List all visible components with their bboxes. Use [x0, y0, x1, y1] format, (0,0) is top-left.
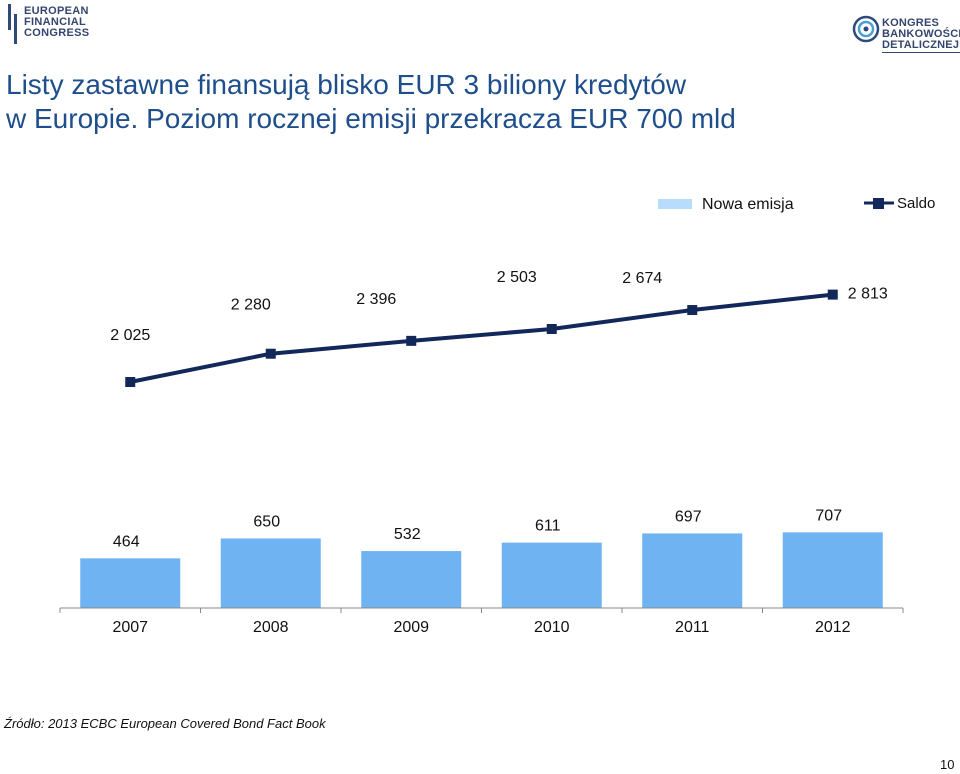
x-tick-label-2010: 2010	[534, 619, 570, 636]
saldo-point-2012	[827, 289, 838, 300]
saldo-label-2007: 2 025	[110, 327, 150, 344]
page-number: 10	[940, 757, 955, 772]
bar-label-2009: 532	[394, 526, 421, 543]
logo-right-line-3: DETALICZNEJ	[882, 40, 960, 53]
saldo-label-2008: 2 280	[231, 297, 271, 314]
kongres-bankowosci-logo: KONGRES BANKOWOŚCI DETALICZNEJ	[852, 14, 960, 58]
bar-2009	[361, 551, 462, 608]
saldo-label-2011: 2 674	[622, 270, 662, 287]
title-line-1: Listy zastawne finansują blisko EUR 3 bi…	[6, 69, 687, 100]
legend-marker-saldo	[873, 198, 884, 209]
bar-2010	[501, 542, 602, 608]
saldo-label-2009: 2 396	[356, 291, 396, 308]
saldo-point-2007	[125, 377, 136, 387]
european-financial-congress-logo: EUROPEAN FINANCIAL CONGRESS	[6, 4, 106, 54]
logo-bar-icon	[14, 14, 17, 44]
x-tick-label-2011: 2011	[675, 619, 710, 636]
saldo-label-2012: 2 813	[848, 286, 888, 303]
title-line-2: w Europie. Poziom rocznej emisji przekra…	[6, 103, 736, 134]
x-tick-label-2012: 2012	[815, 619, 851, 636]
saldo-point-2011	[687, 305, 698, 316]
saldo-point-2008	[265, 348, 276, 359]
logo-left-line-3: CONGRESS	[24, 27, 90, 39]
source-note: Źródło: 2013 ECBC European Covered Bond …	[4, 716, 326, 731]
bar-label-2011: 697	[675, 508, 702, 525]
x-tick-label-2008: 2008	[253, 619, 289, 636]
bar-2011	[642, 533, 743, 608]
bar-label-2008: 650	[253, 513, 280, 530]
logo-left-line-1: EUROPEAN	[24, 5, 89, 17]
legend-label-nowa-emisja: Nowa emisja	[702, 196, 794, 213]
bar-label-2010: 611	[535, 518, 561, 535]
legend-swatch-nowa-emisja	[658, 199, 692, 209]
chart: 464 650 532 611 697 707 2007 2008 2009 2010 2011 20…	[59, 195, 935, 636]
bar-label-2012: 707	[815, 507, 842, 524]
bar-2012	[782, 532, 883, 608]
x-tick-label-2007: 2007	[112, 619, 148, 636]
logo-left-line-2: FINANCIAL	[24, 16, 86, 28]
saldo-point-2010	[546, 323, 557, 334]
logo-right-line-1: KONGRES	[882, 17, 940, 29]
bar-label-2007: 464	[113, 533, 140, 550]
x-tick-label-2009: 2009	[393, 619, 429, 636]
page-title: Listy zastawne finansują blisko EUR 3 bi…	[6, 68, 926, 136]
logo-right-line-2: BANKOWOŚCI	[882, 28, 960, 40]
kongres-emblem-icon	[852, 15, 880, 43]
logo-bar-icon	[8, 4, 11, 30]
saldo-label-2010: 2 503	[497, 269, 537, 286]
legend-label-saldo: Saldo	[897, 195, 935, 212]
saldo-line	[129, 292, 833, 384]
saldo-point-2009	[406, 335, 417, 346]
bar-2008	[220, 538, 321, 608]
bar-2007	[80, 558, 181, 608]
